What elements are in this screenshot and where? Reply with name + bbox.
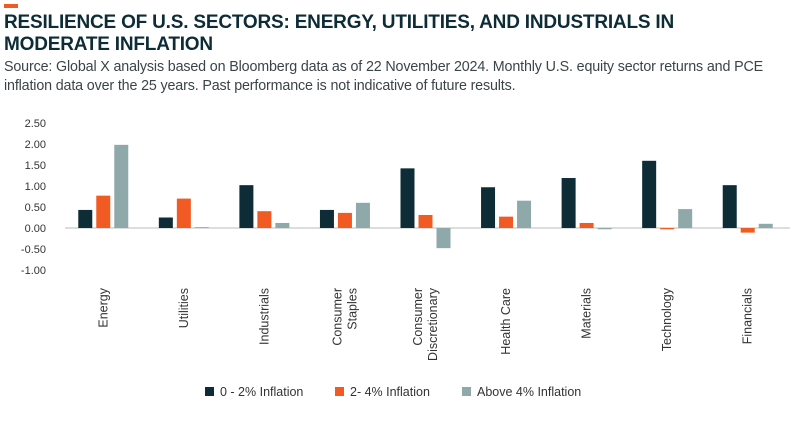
x-category-label: Energy [96, 287, 110, 327]
bar [194, 227, 209, 228]
bar [158, 217, 173, 228]
legend-label: Above 4% Inflation [477, 385, 581, 399]
bar [355, 202, 370, 228]
x-category-label-line: Materials [580, 288, 594, 339]
y-tick-label: 1.50 [25, 160, 46, 172]
bar [78, 209, 93, 228]
x-category-label-line: Financials [741, 288, 755, 344]
bar [499, 216, 514, 228]
y-tick-label: 1.00 [25, 181, 46, 193]
x-category-label-line: Energy [96, 287, 110, 327]
y-tick-label: 0.00 [25, 223, 46, 235]
x-category-label-line: Consumer [330, 288, 344, 346]
bar [722, 185, 737, 228]
x-category-label-line: Technology [660, 287, 674, 351]
bar [660, 228, 675, 230]
bar [275, 222, 290, 228]
x-category-label-line: Consumer [411, 288, 425, 346]
bar [579, 222, 594, 228]
bar [400, 168, 415, 228]
bar [176, 198, 191, 228]
bar [337, 212, 352, 228]
chart-title: RESILIENCE OF U.S. SECTORS: ENERGY, UTIL… [4, 12, 675, 55]
x-category-label-line: Discretionary [426, 287, 440, 361]
x-category-label: Technology [660, 287, 674, 351]
legend-swatch [462, 387, 471, 396]
bar [96, 195, 111, 228]
y-tick-label: 2.50 [25, 118, 46, 130]
legend-label: 2- 4% Inflation [350, 385, 430, 399]
bar [114, 144, 129, 228]
bar [517, 200, 532, 228]
x-category-label: ConsumerStaples [330, 288, 359, 346]
x-category-label-line: Staples [345, 288, 359, 330]
x-category-label: Materials [580, 288, 594, 339]
bar [436, 228, 451, 249]
y-tick-label: 0.50 [25, 202, 46, 214]
x-category-label: Industrials [257, 288, 271, 345]
x-category-label-line: Utilities [177, 288, 191, 328]
bar [319, 209, 334, 228]
chart-subtitle: Source: Global X analysis based on Bloom… [4, 59, 764, 94]
y-tick-label: 2.00 [25, 139, 46, 151]
bar [257, 211, 272, 228]
legend-label: 0 - 2% Inflation [220, 385, 303, 399]
bar [740, 228, 755, 233]
bar [597, 228, 612, 230]
x-category-label: Utilities [177, 288, 191, 328]
x-category-label: ConsumerDiscretionary [411, 287, 440, 361]
x-category-label-line: Health Care [499, 288, 513, 355]
bar [239, 185, 254, 228]
y-tick-label: -0.50 [21, 244, 46, 256]
x-category-label: Health Care [499, 288, 513, 355]
x-category-label-line: Industrials [257, 288, 271, 345]
bar [481, 187, 496, 228]
legend-swatch [335, 387, 344, 396]
y-tick-label: -1.00 [21, 265, 46, 277]
bar [678, 209, 693, 228]
bar [642, 160, 657, 228]
bar [418, 214, 433, 228]
accent-bar [4, 4, 18, 8]
bar [758, 223, 773, 228]
bar [561, 178, 576, 228]
legend-swatch [205, 387, 214, 396]
x-category-label: Financials [741, 288, 755, 344]
